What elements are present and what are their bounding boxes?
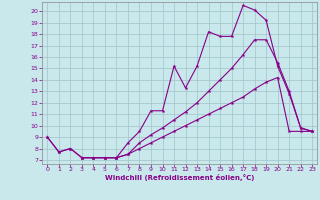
X-axis label: Windchill (Refroidissement éolien,°C): Windchill (Refroidissement éolien,°C) (105, 174, 254, 181)
